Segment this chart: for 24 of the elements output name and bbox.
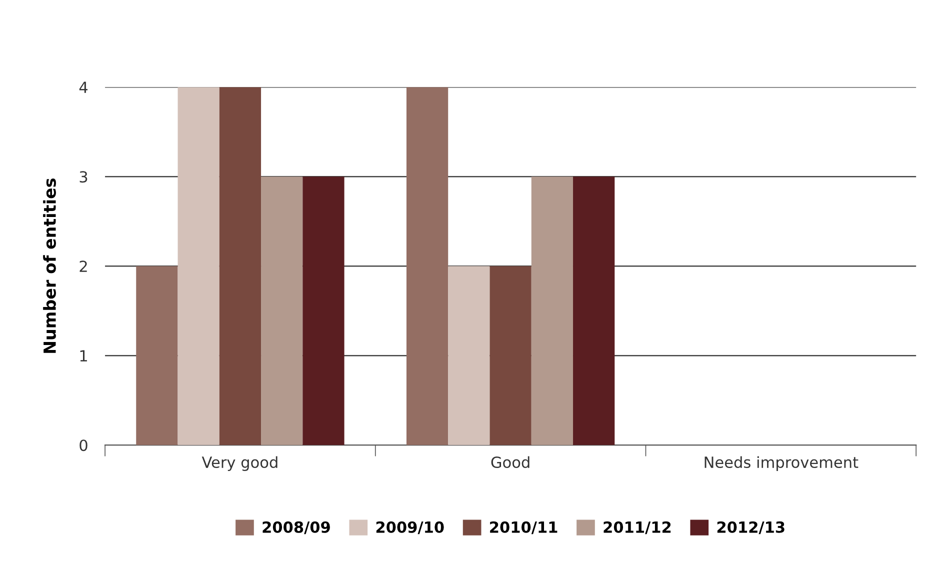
bar bbox=[448, 266, 490, 446]
y-tick-label: 2 bbox=[80, 260, 87, 272]
bar bbox=[490, 266, 532, 446]
bar bbox=[261, 176, 303, 446]
bar bbox=[302, 176, 344, 446]
bar bbox=[531, 176, 574, 446]
y-tick-label: 1 bbox=[80, 350, 87, 362]
y-axis-title: Number of entities bbox=[43, 178, 56, 353]
bar bbox=[573, 176, 615, 446]
legend-label: 2010/11 bbox=[490, 521, 558, 534]
bar bbox=[406, 87, 448, 446]
legend-label: 2012/13 bbox=[717, 521, 784, 534]
y-tick-label: 3 bbox=[80, 171, 88, 183]
bar bbox=[136, 266, 178, 446]
y-tick-label: 4 bbox=[79, 82, 88, 93]
y-tick-label: 0 bbox=[80, 440, 88, 452]
legend-label: 2009/10 bbox=[376, 521, 444, 534]
legend-label: 2011/12 bbox=[604, 521, 671, 534]
bar bbox=[178, 87, 220, 446]
x-tick-label: Good bbox=[491, 456, 530, 468]
x-tick-label: Very good bbox=[202, 456, 278, 471]
x-tick-label: Needs improvement bbox=[704, 456, 858, 471]
bar bbox=[219, 87, 262, 446]
legend-label: 2008/09 bbox=[262, 521, 330, 534]
